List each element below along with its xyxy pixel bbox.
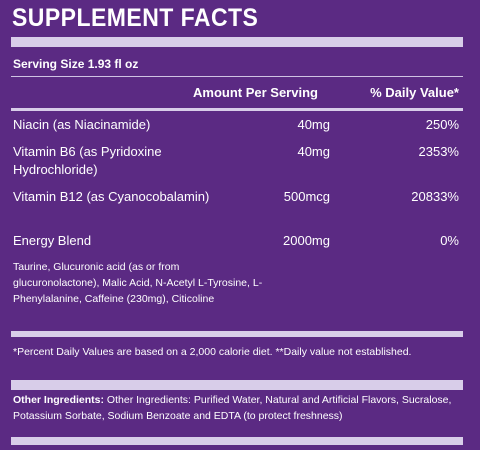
divider-thick-top <box>11 37 463 47</box>
other-ingredients-label: Other Ingredients: <box>13 394 105 406</box>
divider-header <box>11 108 463 111</box>
nutrient-amount-vitamin-b6: 40mg <box>297 144 330 159</box>
nutrient-amount-niacin: 40mg <box>297 117 330 132</box>
nutrient-name-niacin: Niacin (as Niacinamide) <box>13 117 151 132</box>
nutrient-amount-vitamin-b12: 500mcg <box>283 189 330 204</box>
page-title: SUPPLEMENT FACTS <box>12 4 259 32</box>
divider-footnote <box>11 331 463 337</box>
divider-ingredients <box>11 380 463 390</box>
daily-value-footnote: *Percent Daily Values are based on a 2,0… <box>13 346 412 358</box>
nutrient-name-energy-blend: Energy Blend <box>13 233 92 248</box>
nutrient-amount-energy-blend: 2000mg <box>283 233 330 248</box>
nutrient-dv-energy-blend: 0% <box>440 233 459 248</box>
nutrient-dv-vitamin-b12: 20833% <box>411 189 459 204</box>
serving-size: Serving Size 1.93 fl oz <box>13 57 139 71</box>
divider-thin <box>11 76 463 77</box>
nutrient-dv-vitamin-b6: 2353% <box>418 144 459 159</box>
nutrient-dv-niacin: 250% <box>425 117 459 132</box>
header-daily-value: % Daily Value* <box>370 85 459 100</box>
nutrient-name-vitamin-b6: Vitamin B6 (as Pyridoxine Hydrochloride) <box>13 144 162 177</box>
divider-bottom <box>11 437 463 445</box>
header-amount-per-serving: Amount Per Serving <box>193 85 318 100</box>
other-ingredients-text: Other Ingredients: Purified Water, Natur… <box>13 394 452 422</box>
other-ingredients: Other Ingredients: Other Ingredients: Pu… <box>13 392 468 424</box>
energy-blend-ingredients: Taurine, Glucuronic acid (as or from glu… <box>13 261 263 305</box>
nutrient-name-vitamin-b12: Vitamin B12 (as Cyanocobalamin) <box>13 189 210 204</box>
